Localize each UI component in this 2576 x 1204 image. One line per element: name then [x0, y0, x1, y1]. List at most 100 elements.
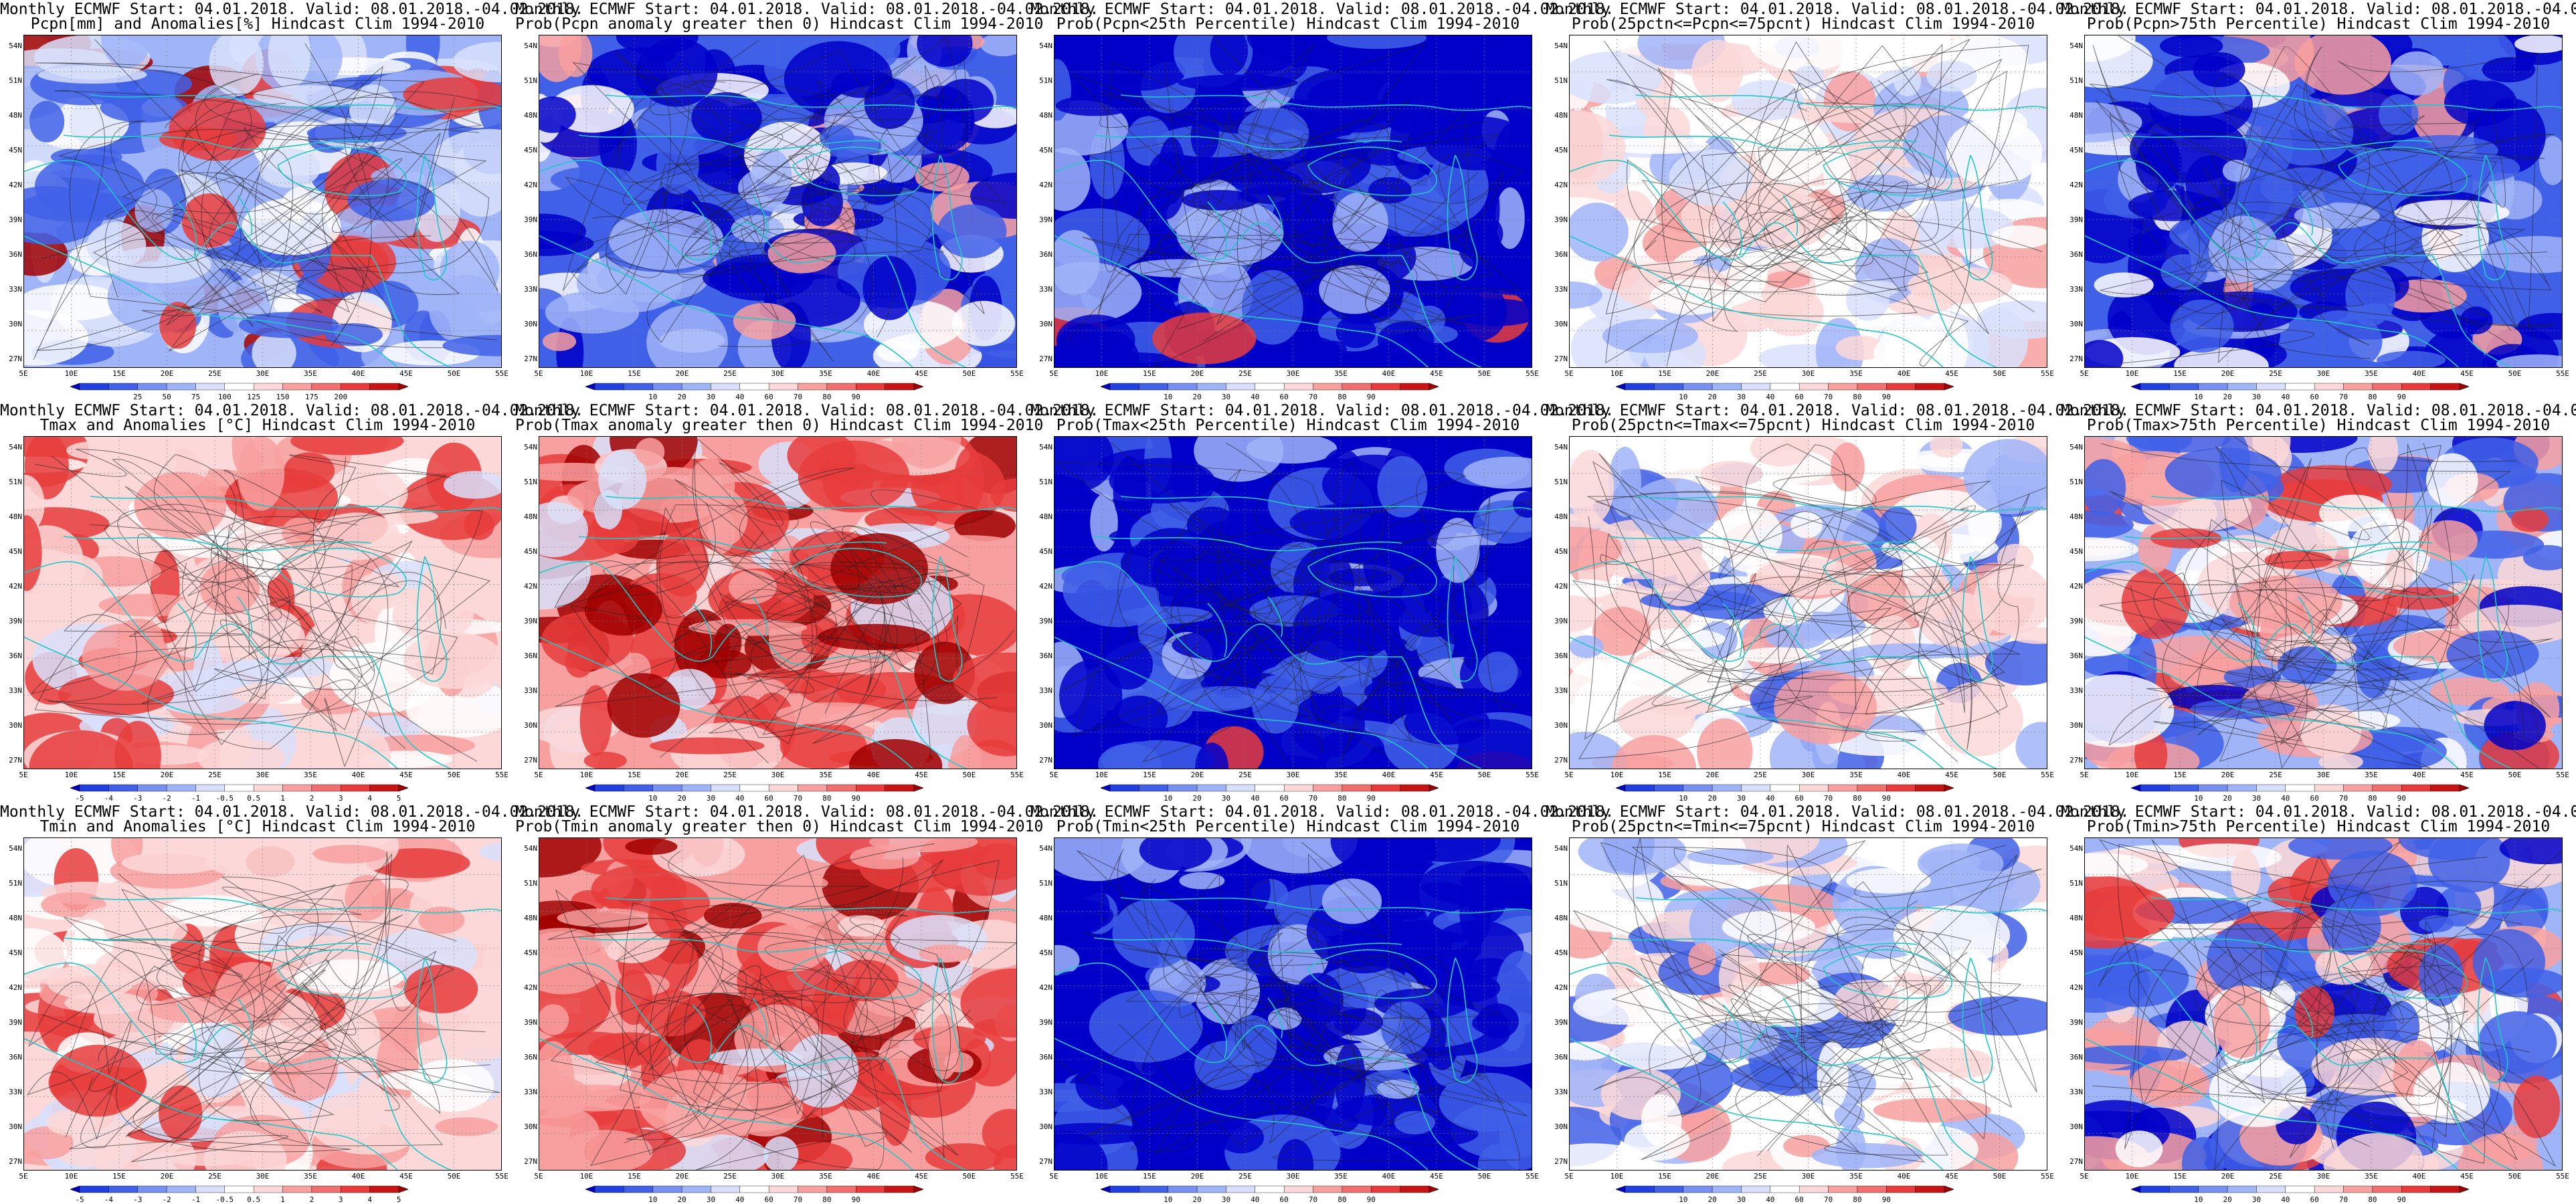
field-blob [2514, 35, 2563, 54]
colorbar-tick-label: 20 [2223, 794, 2232, 803]
colorbar-segment [1741, 1185, 1771, 1193]
colorbar-tick-label: 10 [1164, 393, 1173, 401]
longitude-label: 55E [1010, 1172, 1024, 1181]
contour-line [41, 851, 437, 1163]
field-blob [954, 510, 1016, 542]
field-blob [1226, 1015, 1277, 1074]
field-blob [2446, 630, 2539, 679]
colorbar-segment [1139, 1185, 1168, 1193]
field-blob [1098, 743, 1162, 769]
field-blob [2294, 202, 2381, 229]
field-blob [1691, 39, 1744, 102]
colorbar-low-arrow [1616, 1185, 1626, 1193]
contour-line [1083, 932, 1490, 1156]
colorbar-segment [1886, 784, 1916, 792]
longitude-label: 5E [19, 771, 28, 779]
latitude-label: 45N [9, 948, 22, 957]
latitude-label: 30N [1039, 1122, 1052, 1131]
colorbar-segment [1915, 1185, 1945, 1193]
longitude-label: 45E [399, 369, 413, 378]
field-blob [1139, 837, 1212, 871]
colorbar-tick-label: 90 [1366, 393, 1376, 401]
field-blob [1368, 177, 1412, 204]
forecast-map [1054, 837, 1532, 1171]
colorbar-segment [195, 784, 225, 792]
field-blob [2208, 215, 2279, 283]
field-blob [355, 572, 407, 609]
longitude-label: 20E [160, 1172, 174, 1181]
longitude-label: 35E [1849, 1172, 1863, 1181]
contour-line [1082, 36, 1504, 270]
field-blob [2115, 1130, 2163, 1167]
field-blob [2419, 915, 2454, 932]
latitude-label: 33N [524, 285, 537, 294]
colorbar-segment [1255, 1185, 1285, 1193]
longitude-label: 45E [1945, 1172, 1958, 1181]
contour-line [606, 68, 937, 278]
colorbar-segment [369, 383, 399, 391]
latitude-label: 54N [2069, 844, 2083, 853]
map-frame [23, 837, 502, 1171]
coastline [1054, 159, 1483, 368]
colorbar-low-arrow [1101, 383, 1111, 391]
coastline [1722, 596, 1799, 658]
colorbar-segment [137, 383, 167, 391]
coastline [1120, 496, 1532, 512]
panel-title-line2: Tmin and Anomalies [°C] Hindcast Clim 19… [39, 818, 476, 835]
longitude-label: 10E [1610, 771, 1624, 779]
contour-line [1633, 837, 2006, 1163]
coastline [1569, 962, 1998, 1171]
colorbar-segment [1196, 784, 1226, 792]
longitude-label: 45E [399, 771, 413, 779]
colorbar-low-arrow [1616, 383, 1626, 391]
field-blob [159, 1085, 203, 1141]
latitude-label: 48N [1039, 111, 1052, 120]
field-blob [539, 96, 576, 133]
longitude-label: 5E [1564, 1172, 1574, 1181]
map-panel-tmax-prob-lt25: Monthly ECMWF Start: 04.01.2018. Valid: … [1030, 401, 1614, 803]
field-blob [1278, 336, 1343, 368]
coastline [416, 155, 448, 281]
longitude-label: 50E [1477, 771, 1491, 779]
coastline [1962, 957, 1993, 1084]
coastline [90, 496, 502, 512]
latitude-label: 27N [9, 355, 22, 363]
field-blob [559, 1130, 653, 1171]
colorbar-tick-label: 10 [1679, 794, 1688, 803]
colorbar-high-arrow [1944, 784, 1954, 792]
forecast-map [1569, 837, 2047, 1171]
colorbar-low-arrow [1101, 784, 1111, 792]
colorbar-tick-label: -5 [75, 794, 84, 803]
colorbar-segment [652, 1185, 682, 1193]
coastline [1962, 556, 1993, 682]
forecast-map [539, 35, 1017, 368]
longitude-label: 55E [2556, 369, 2569, 378]
colorbar-high-arrow [913, 383, 923, 391]
contour-line [2167, 447, 2551, 769]
latitude-label: 33N [1554, 1088, 1568, 1096]
coastline [1307, 146, 1437, 197]
colorbar-tick-label: 70 [793, 794, 803, 803]
field-blob [2084, 886, 2175, 939]
colorbar-tick-label: 10 [648, 794, 658, 803]
contour-line [1649, 839, 2018, 1108]
longitude-label: 5E [1564, 369, 1574, 378]
longitude-label: 35E [2365, 1172, 2378, 1181]
map-panel-tmax-prob-gt75: Monthly ECMWF Start: 04.01.2018. Valid: … [2061, 401, 2576, 803]
latitude-label: 30N [2069, 320, 2083, 328]
field-blob [2377, 350, 2446, 368]
colorbar-high-arrow [398, 383, 408, 391]
latitude-label: 36N [524, 250, 537, 259]
colorbar-segment [1799, 1185, 1829, 1193]
field-blob [34, 154, 145, 218]
colorbar-segment [1342, 1185, 1372, 1193]
latitude-label: 33N [524, 1088, 537, 1096]
contour-line [94, 39, 460, 296]
coastline [2237, 195, 2314, 256]
contour-line [606, 39, 968, 295]
colorbar-low-arrow [70, 1185, 80, 1193]
field-blob [2222, 159, 2251, 182]
colorbar-segment [1196, 1185, 1226, 1193]
field-blob [539, 502, 588, 557]
colorbar-tick-label: 20 [1708, 1195, 1717, 1204]
